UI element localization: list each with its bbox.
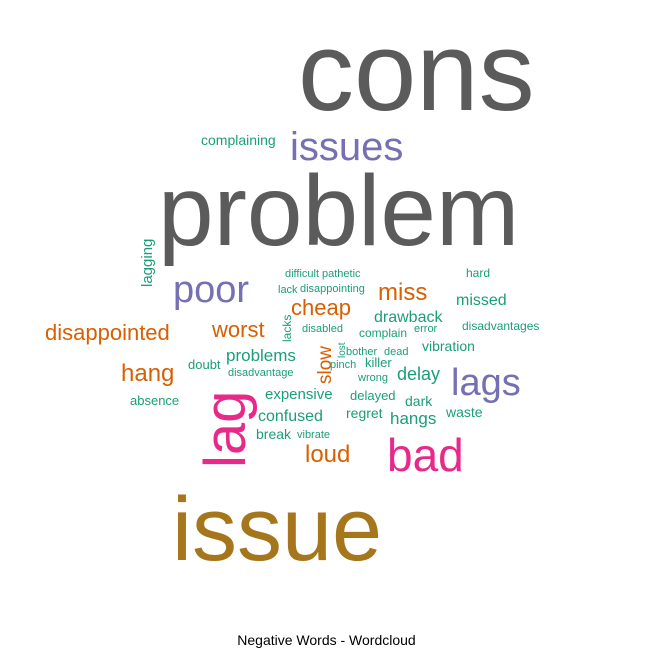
- word-disadvantage: disadvantage: [228, 367, 293, 379]
- word-lack: lack: [278, 284, 298, 296]
- word-drawback: drawback: [374, 309, 443, 326]
- word-waste: waste: [445, 404, 483, 420]
- word-dark: dark: [405, 393, 433, 409]
- word-doubt: doubt: [188, 357, 221, 372]
- word-dead: dead: [384, 346, 408, 358]
- word-issue: issue: [172, 480, 382, 580]
- word-killer: killer: [365, 355, 392, 370]
- word-pathetic: pathetic: [322, 268, 361, 280]
- word-worst: worst: [211, 317, 265, 342]
- word-disabled: disabled: [302, 323, 343, 335]
- word-lag: lag: [193, 391, 258, 468]
- word-hangs: hangs: [390, 409, 436, 428]
- word-vibrate: vibrate: [297, 429, 330, 441]
- word-error: error: [414, 323, 438, 335]
- word-issues: issues: [290, 125, 403, 169]
- word-hard: hard: [466, 266, 490, 280]
- word-break: break: [256, 426, 292, 442]
- word-bad: bad: [387, 429, 464, 481]
- word-hang: hang: [121, 360, 174, 387]
- word-slow: slow: [315, 346, 336, 384]
- word-loud: loud: [305, 441, 350, 468]
- word-lacks: lacks: [280, 315, 294, 342]
- word-difficult: difficult: [285, 268, 319, 280]
- word-missed: missed: [456, 292, 507, 309]
- word-delay: delay: [397, 364, 440, 384]
- word-miss: miss: [378, 279, 427, 306]
- word-problem: problem: [158, 155, 519, 267]
- word-expensive: expensive: [265, 386, 333, 403]
- word-wrong: wrong: [357, 372, 388, 384]
- word-pinch: pinch: [330, 359, 356, 371]
- word-complain: complain: [359, 326, 407, 340]
- word-lost: lost: [337, 342, 348, 358]
- word-lags: lags: [451, 362, 521, 404]
- word-poor: poor: [173, 269, 249, 311]
- word-delayed: delayed: [350, 388, 396, 403]
- word-lagging: lagging: [139, 239, 156, 287]
- word-cons: cons: [298, 9, 535, 134]
- word-bother: bother: [346, 346, 378, 358]
- word-regret: regret: [346, 405, 383, 421]
- word-vibration: vibration: [422, 338, 475, 354]
- chart-title: Negative Words - Wordcloud: [237, 632, 416, 648]
- word-disadvantages: disadvantages: [462, 319, 539, 333]
- word-confused: confused: [258, 408, 323, 425]
- word-cheap: cheap: [291, 295, 351, 320]
- word-complaining: complaining: [201, 132, 276, 148]
- word-absence: absence: [130, 393, 179, 408]
- word-disappointing: disappointing: [300, 283, 365, 295]
- word-problems: problems: [226, 346, 296, 365]
- word-disappointed: disappointed: [45, 320, 170, 345]
